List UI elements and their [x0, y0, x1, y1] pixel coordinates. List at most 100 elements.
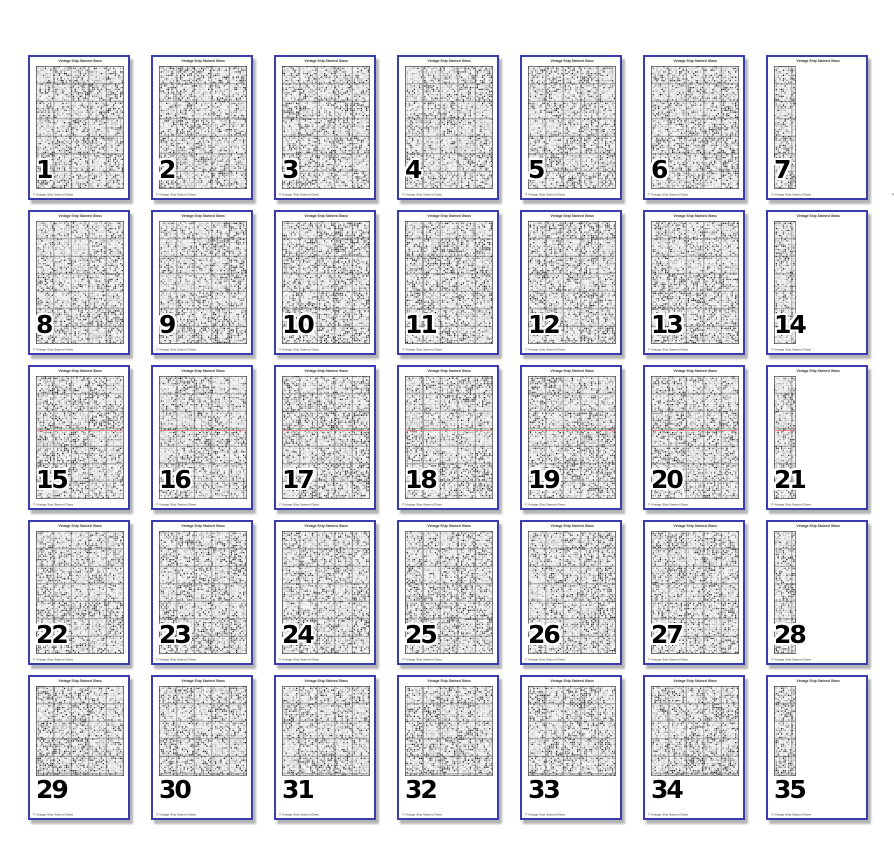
- pattern-page-thumbnail[interactable]: Vintage Ship Stained Glass 6 © Vintage S…: [643, 55, 779, 200]
- pattern-page-thumbnail[interactable]: Vintage Ship Stained Glass 34 © Vintage …: [643, 675, 783, 820]
- pattern-page-thumbnail[interactable]: Vintage Ship Stained Glass 30 © Vintage …: [151, 675, 291, 820]
- pattern-page-thumbnail[interactable]: Vintage Ship Stained Glass 7 © Vintage S…: [766, 55, 894, 200]
- pattern-page-thumbnail[interactable]: Vintage Ship Stained Glass 10 © Vintage …: [274, 210, 414, 355]
- pattern-page-thumbnail[interactable]: Vintage Ship Stained Glass 32 © Vintage …: [397, 675, 537, 820]
- page-title: Vintage Ship Stained Glass: [427, 369, 471, 373]
- pattern-page-thumbnail[interactable]: Vintage Ship Stained Glass 17 © Vintage …: [274, 365, 414, 510]
- pattern-page-thumbnail[interactable]: Vintage Ship Stained Glass 8 © Vintage S…: [28, 210, 164, 355]
- page-title: Vintage Ship Stained Glass: [796, 59, 840, 63]
- footer-copyright-text: © Vintage Ship Stained Glass: [771, 192, 812, 196]
- stitch-pattern-canvas: [651, 531, 739, 654]
- page-title: Vintage Ship Stained Glass: [304, 214, 348, 218]
- page-thumbnail-grid: Vintage Ship Stained Glass 1 © Vintage S…: [28, 55, 894, 820]
- footer-copyright-text: © Vintage Ship Stained Glass: [402, 502, 443, 506]
- pattern-page-thumbnail[interactable]: Vintage Ship Stained Glass 11 © Vintage …: [397, 210, 537, 355]
- pattern-page-thumbnail[interactable]: Vintage Ship Stained Glass 23 © Vintage …: [151, 520, 291, 665]
- pattern-page-thumbnail[interactable]: Vintage Ship Stained Glass 35 © Vintage …: [766, 675, 868, 820]
- pattern-page-thumbnail[interactable]: Vintage Ship Stained Glass 3 © Vintage S…: [274, 55, 410, 200]
- page-title: Vintage Ship Stained Glass: [58, 369, 102, 373]
- page-title: Vintage Ship Stained Glass: [427, 679, 471, 683]
- pattern-page-thumbnail[interactable]: Vintage Ship Stained Glass 22 © Vintage …: [28, 520, 168, 665]
- stitch-pattern-canvas: [405, 66, 493, 189]
- pattern-page-thumbnail[interactable]: Vintage Ship Stained Glass 33 © Vintage …: [520, 675, 660, 820]
- pattern-page-thumbnail[interactable]: Vintage Ship Stained Glass 1 © Vintage S…: [28, 55, 164, 200]
- page-title: Vintage Ship Stained Glass: [427, 524, 471, 528]
- page-title: Vintage Ship Stained Glass: [304, 369, 348, 373]
- stitch-pattern-canvas: [528, 376, 616, 499]
- pattern-page-thumbnail[interactable]: Vintage Ship Stained Glass 31 © Vintage …: [274, 675, 414, 820]
- page-title: Vintage Ship Stained Glass: [181, 214, 225, 218]
- pattern-page-thumbnail[interactable]: Vintage Ship Stained Glass 4 © Vintage S…: [397, 55, 533, 200]
- page-number: 14: [774, 310, 807, 339]
- page-footer: © Vintage Ship Stained Glass Page 22: [33, 657, 168, 661]
- pattern-page-thumbnail[interactable]: Vintage Ship Stained Glass 2 © Vintage S…: [151, 55, 287, 200]
- footer-copyright-text: © Vintage Ship Stained Glass: [648, 192, 689, 196]
- page-number: 5: [528, 155, 545, 184]
- footer-copyright-text: © Vintage Ship Stained Glass: [525, 657, 566, 661]
- pattern-page-thumbnail[interactable]: Vintage Ship Stained Glass 12 © Vintage …: [520, 210, 660, 355]
- stitch-pattern-canvas: [159, 66, 247, 189]
- page-title: Vintage Ship Stained Glass: [58, 59, 102, 63]
- page-number: 19: [528, 465, 561, 494]
- pattern-page-thumbnail[interactable]: Vintage Ship Stained Glass 5 © Vintage S…: [520, 55, 656, 200]
- page-title: Vintage Ship Stained Glass: [673, 214, 717, 218]
- footer-copyright-text: © Vintage Ship Stained Glass: [402, 657, 443, 661]
- footer-copyright-text: © Vintage Ship Stained Glass: [525, 502, 566, 506]
- pattern-page-thumbnail[interactable]: Vintage Ship Stained Glass 18 © Vintage …: [397, 365, 537, 510]
- pattern-page-thumbnail[interactable]: Vintage Ship Stained Glass 24 © Vintage …: [274, 520, 414, 665]
- pattern-page-thumbnail[interactable]: Vintage Ship Stained Glass 19 © Vintage …: [520, 365, 660, 510]
- page-number: 23: [159, 620, 192, 649]
- page-title: Vintage Ship Stained Glass: [796, 524, 840, 528]
- footer-copyright-text: © Vintage Ship Stained Glass: [33, 502, 74, 506]
- page-number: 26: [528, 620, 561, 649]
- pattern-page-thumbnail[interactable]: Vintage Ship Stained Glass 27 © Vintage …: [643, 520, 783, 665]
- footer-copyright-text: © Vintage Ship Stained Glass: [156, 502, 197, 506]
- pattern-page-thumbnail[interactable]: Vintage Ship Stained Glass 15 © Vintage …: [28, 365, 168, 510]
- footer-copyright-text: © Vintage Ship Stained Glass: [33, 812, 74, 816]
- pattern-page-thumbnail[interactable]: Vintage Ship Stained Glass 25 © Vintage …: [397, 520, 537, 665]
- page-footer: © Vintage Ship Stained Glass Page 21: [771, 502, 863, 506]
- page-footer: © Vintage Ship Stained Glass Page 29: [33, 812, 168, 816]
- page-footer: © Vintage Ship Stained Glass Page 31: [279, 812, 414, 816]
- page-footer: © Vintage Ship Stained Glass Page 12: [525, 347, 660, 351]
- pattern-page-thumbnail[interactable]: Vintage Ship Stained Glass 26 © Vintage …: [520, 520, 660, 665]
- page-title: Vintage Ship Stained Glass: [181, 59, 225, 63]
- page-number: 6: [651, 155, 668, 184]
- page-title: Vintage Ship Stained Glass: [304, 59, 348, 63]
- page-number: 32: [405, 775, 438, 804]
- page-number: 24: [282, 620, 315, 649]
- page-number: 28: [774, 620, 807, 649]
- footer-copyright-text: © Vintage Ship Stained Glass: [402, 812, 443, 816]
- pattern-page-thumbnail[interactable]: Vintage Ship Stained Glass 14 © Vintage …: [766, 210, 868, 355]
- footer-copyright-text: © Vintage Ship Stained Glass: [279, 347, 320, 351]
- page-title: Vintage Ship Stained Glass: [58, 679, 102, 683]
- page-title: Vintage Ship Stained Glass: [673, 679, 717, 683]
- page-title: Vintage Ship Stained Glass: [181, 369, 225, 373]
- footer-copyright-text: © Vintage Ship Stained Glass: [279, 502, 320, 506]
- footer-copyright-text: © Vintage Ship Stained Glass: [33, 657, 74, 661]
- stitch-pattern-canvas: [282, 376, 370, 499]
- pattern-page-thumbnail[interactable]: Vintage Ship Stained Glass 16 © Vintage …: [151, 365, 291, 510]
- stitch-pattern-canvas: [651, 686, 739, 776]
- footer-page-label: Page 7: [892, 192, 894, 195]
- page-title: Vintage Ship Stained Glass: [550, 214, 594, 218]
- pattern-page-thumbnail[interactable]: Vintage Ship Stained Glass 20 © Vintage …: [643, 365, 783, 510]
- page-number: 30: [159, 775, 192, 804]
- page-footer: © Vintage Ship Stained Glass Page 5: [525, 192, 656, 196]
- stitch-pattern-canvas: [36, 686, 124, 776]
- pattern-page-thumbnail[interactable]: Vintage Ship Stained Glass 13 © Vintage …: [643, 210, 783, 355]
- pattern-page-thumbnail[interactable]: Vintage Ship Stained Glass 28 © Vintage …: [766, 520, 868, 665]
- stitch-pattern-canvas: [159, 531, 247, 654]
- stitch-pattern-canvas: [36, 531, 124, 654]
- pattern-page-thumbnail[interactable]: Vintage Ship Stained Glass 9 © Vintage S…: [151, 210, 287, 355]
- page-footer: © Vintage Ship Stained Glass Page 4: [402, 192, 533, 196]
- stitch-pattern-canvas: [405, 376, 493, 499]
- page-number: 20: [651, 465, 684, 494]
- stitch-pattern-canvas: [528, 66, 616, 189]
- pattern-page-thumbnail[interactable]: Vintage Ship Stained Glass 29 © Vintage …: [28, 675, 168, 820]
- pattern-page-thumbnail[interactable]: Vintage Ship Stained Glass 21 © Vintage …: [766, 365, 868, 510]
- page-title: Vintage Ship Stained Glass: [58, 524, 102, 528]
- page-title: Vintage Ship Stained Glass: [550, 679, 594, 683]
- page-title: Vintage Ship Stained Glass: [58, 214, 102, 218]
- stitch-pattern-canvas: [774, 66, 796, 189]
